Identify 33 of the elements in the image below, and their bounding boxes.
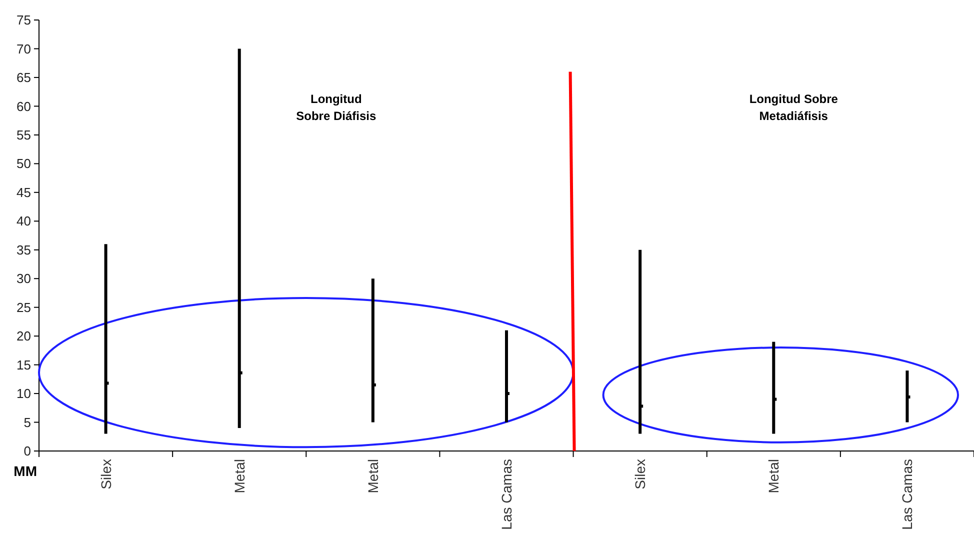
y-tick-label: 70 — [16, 41, 31, 56]
x-tick-label: Metal — [766, 459, 782, 494]
y-tick-label: 75 — [16, 12, 31, 28]
bar — [906, 370, 909, 422]
y-tick-label: 15 — [16, 357, 31, 372]
y-tick-label: 5 — [24, 414, 31, 430]
y-tick-label: 50 — [16, 156, 31, 172]
y-tick-label: 40 — [16, 214, 31, 229]
bar — [238, 48, 241, 428]
y-axis-title: MM — [14, 463, 37, 479]
y-tick-label: 30 — [16, 271, 31, 286]
y-tick-label: 45 — [16, 184, 31, 200]
x-tick-label: Silex — [632, 459, 648, 490]
x-tick-label: Silex — [98, 459, 114, 490]
y-tick-label: 65 — [16, 70, 31, 86]
y-tick-label: 25 — [16, 300, 31, 315]
annotation: Longitud Sobre Diáfisis — [296, 92, 376, 123]
y-tick-label: 35 — [16, 242, 31, 258]
x-tick-label: Metal — [364, 459, 381, 494]
bar — [638, 250, 642, 434]
y-tick-label: 10 — [16, 386, 31, 402]
y-tick-label: 0 — [24, 444, 31, 459]
bar — [505, 330, 508, 422]
y-tick-label: 55 — [16, 127, 31, 142]
bar — [772, 342, 776, 434]
x-tick-label: Las Camas — [899, 459, 916, 530]
bar — [104, 244, 108, 434]
bar — [371, 278, 374, 422]
annotation: Longitud Sobre Metadiáfisis — [749, 92, 838, 123]
y-tick-label: 60 — [16, 98, 31, 114]
x-tick-label: Metal — [231, 459, 248, 494]
x-tick-label: Las Camas — [498, 459, 514, 530]
y-tick-label: 20 — [16, 328, 31, 344]
